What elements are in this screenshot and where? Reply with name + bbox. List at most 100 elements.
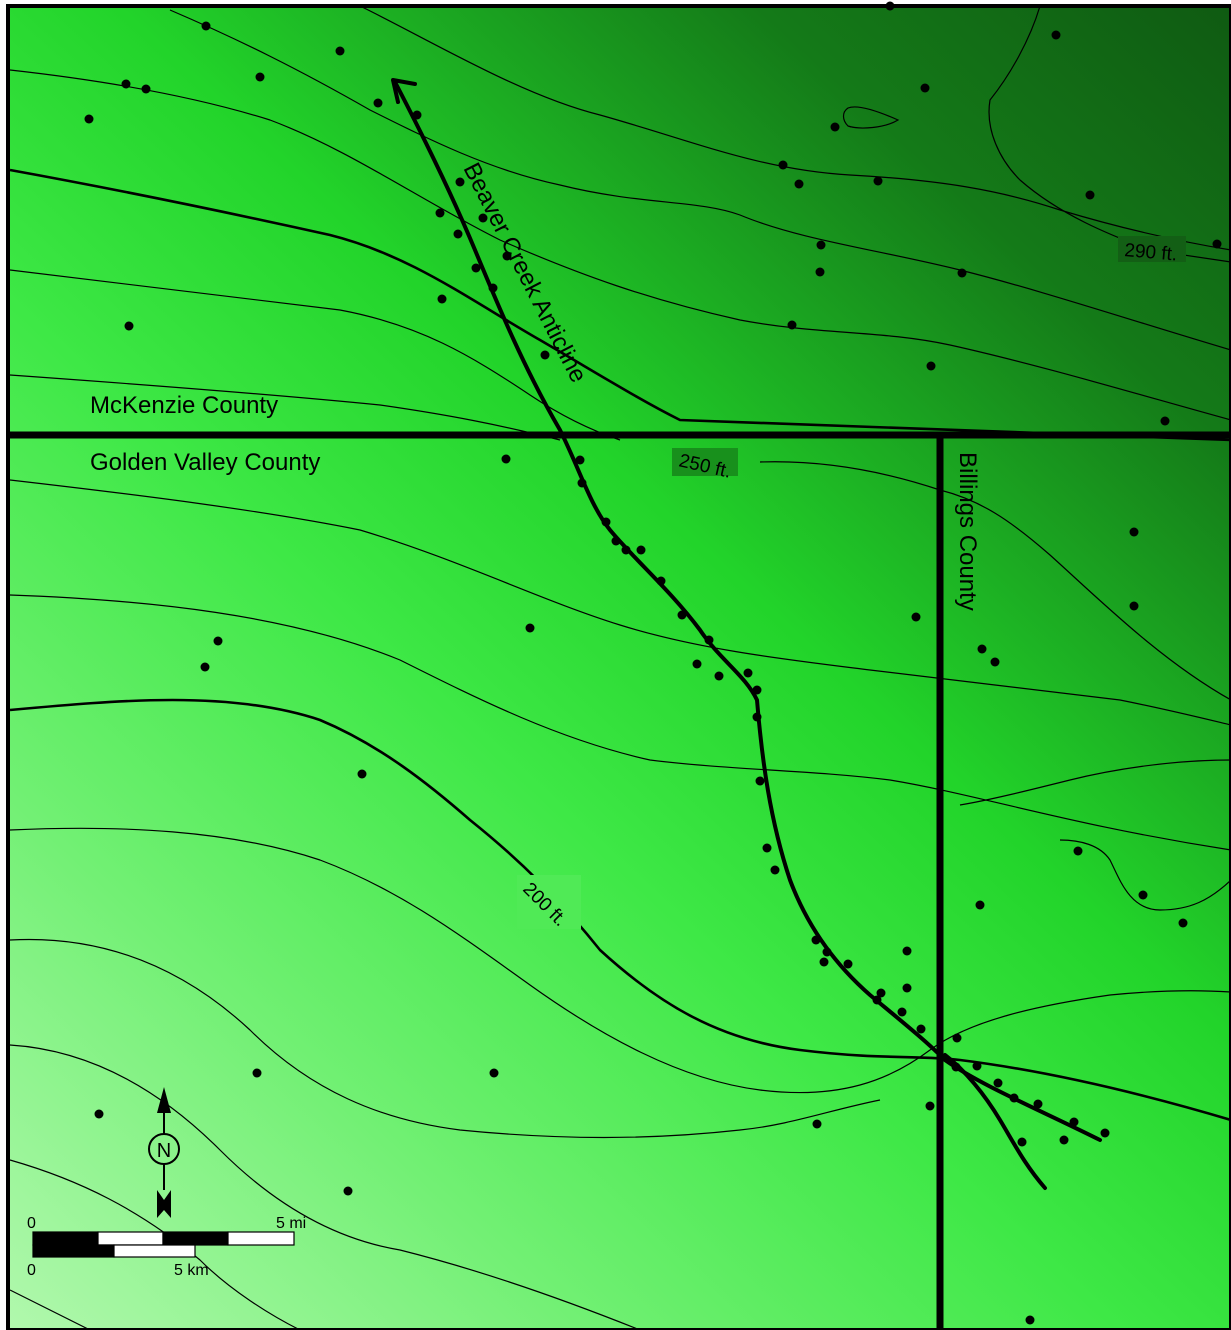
contour-line: [9, 269, 621, 441]
well-dot: [977, 644, 987, 654]
well-dot: [84, 114, 94, 124]
contour-line: [9, 827, 1231, 1094]
well-dot: [601, 517, 611, 527]
scale-km-start: 0: [27, 1262, 36, 1279]
arrowhead-icon: [391, 78, 417, 104]
contour-line: [9, 938, 881, 1139]
contour-label-290: 290 ft.: [1124, 240, 1178, 266]
well-dot: [916, 1024, 926, 1034]
contour-line: [9, 594, 1231, 851]
well-dot: [714, 671, 724, 681]
well-dot: [412, 110, 422, 120]
well-locations: [84, 1, 1222, 1325]
well-dot: [656, 576, 666, 586]
well-dot: [1069, 1117, 1079, 1127]
well-dot: [1129, 527, 1139, 537]
north-arrow-letter: N: [157, 1140, 171, 1162]
well-dot: [990, 657, 1000, 667]
well-dot: [972, 1061, 982, 1071]
well-dot: [920, 83, 930, 93]
well-dot: [94, 1109, 104, 1119]
well-dot: [200, 662, 210, 672]
contour-line: [1059, 839, 1231, 911]
well-dot: [902, 983, 912, 993]
well-dot: [501, 454, 511, 464]
contour-line: [842, 106, 900, 129]
well-dot: [1073, 846, 1083, 856]
structure-contours: [9, 6, 1231, 1330]
well-dot: [1138, 890, 1148, 900]
well-dot: [621, 545, 631, 555]
well-dot: [502, 251, 512, 261]
well-dot: [692, 659, 702, 669]
well-dot: [830, 122, 840, 132]
contour-line: [9, 374, 561, 441]
well-dot: [373, 98, 383, 108]
well-dot: [357, 769, 367, 779]
county-label-billings: Billings County: [954, 452, 981, 611]
well-dot: [213, 636, 223, 646]
well-dot: [489, 1068, 499, 1078]
contour-line: [759, 461, 1231, 701]
well-dot: [911, 612, 921, 622]
well-dot: [752, 685, 762, 695]
scale-mi-seg: [227, 1231, 295, 1246]
scale-mi-seg: [32, 1231, 99, 1246]
well-dot: [1160, 416, 1170, 426]
contour-290: [9, 168, 1231, 442]
well-dot: [1059, 1135, 1069, 1145]
well-dot: [975, 900, 985, 910]
well-dot: [455, 177, 465, 187]
well-dot: [787, 320, 797, 330]
well-dot: [885, 1, 895, 11]
well-dot: [812, 1119, 822, 1129]
well-dot: [471, 263, 481, 273]
well-dot: [993, 1078, 1003, 1088]
well-dot: [1178, 918, 1188, 928]
well-dot: [816, 240, 826, 250]
well-dot: [1100, 1128, 1110, 1138]
anticline-branch: [943, 1053, 1047, 1190]
well-dot: [752, 712, 762, 722]
well-dot: [873, 176, 883, 186]
well-dot: [575, 455, 585, 465]
contour-label-mask: [1118, 236, 1186, 262]
contour-line: [169, 9, 1231, 351]
well-dot: [755, 776, 765, 786]
well-dot: [1129, 601, 1139, 611]
well-dot: [611, 536, 621, 546]
scale-mi-end: 5 mi: [276, 1215, 306, 1232]
well-dot: [822, 947, 832, 957]
well-dot: [902, 946, 912, 956]
well-dot: [252, 1068, 262, 1078]
contour-line: [9, 1044, 641, 1330]
scale-mi-seg: [97, 1231, 164, 1246]
well-dot: [1033, 1099, 1043, 1109]
contour-line: [988, 6, 1231, 263]
well-dot: [540, 350, 550, 360]
well-dot: [819, 957, 829, 967]
well-dot: [876, 988, 886, 998]
well-dot: [488, 283, 498, 293]
well-dot: [1085, 190, 1095, 200]
well-dot: [435, 208, 445, 218]
well-dot: [437, 294, 447, 304]
scale-km-seg: [113, 1244, 196, 1258]
scale-km-seg: [32, 1244, 115, 1258]
anticline-axis-line: [393, 80, 1102, 1142]
well-dot: [1051, 30, 1061, 40]
county-label-golden-valley: Golden Valley County: [90, 449, 320, 476]
well-dot: [704, 635, 714, 645]
well-dot: [525, 623, 535, 633]
north-arrow-head: [157, 1087, 171, 1113]
well-dot: [957, 268, 967, 278]
contour-label-mask: [672, 448, 738, 476]
well-dot: [1009, 1093, 1019, 1103]
north-arrow-icon: N: [148, 1087, 180, 1218]
contour-line: [359, 6, 1231, 251]
well-dot: [770, 865, 780, 875]
well-dot: [141, 84, 151, 94]
well-dot: [677, 610, 687, 620]
county-label-mckenzie: McKenzie County: [90, 392, 278, 419]
